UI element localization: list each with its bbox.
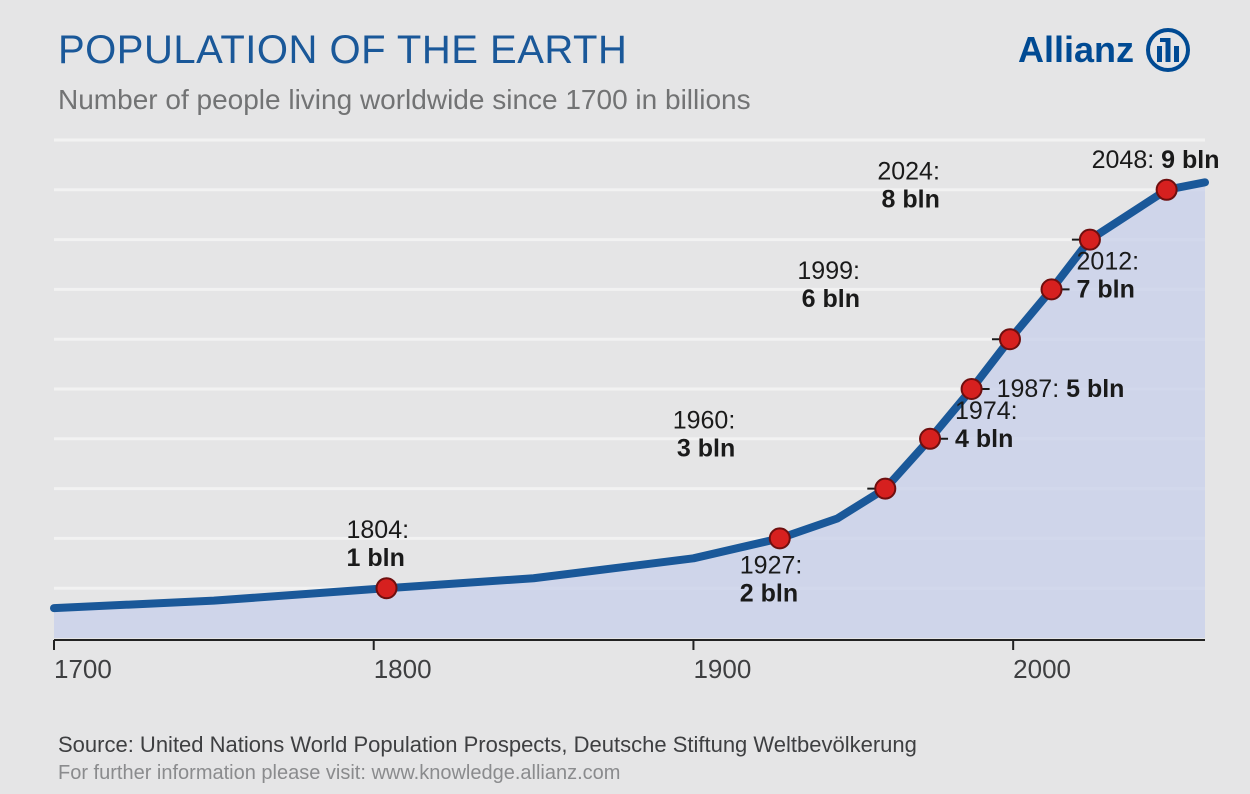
marker-dot — [1000, 329, 1020, 349]
x-tick-label: 1700 — [54, 654, 112, 684]
source-line: Source: United Nations World Population … — [58, 732, 917, 758]
marker-dot — [1080, 230, 1100, 250]
data-label: 1987: 5 bln — [997, 375, 1125, 403]
x-tick-label: 2000 — [1013, 654, 1071, 684]
marker-dot — [962, 379, 982, 399]
marker-dot — [377, 578, 397, 598]
marker-dot — [920, 429, 940, 449]
page-subtitle: Number of people living worldwide since … — [58, 84, 751, 116]
data-label: 1804:1 bln — [347, 516, 410, 572]
data-point: 1974:4 bln — [920, 397, 1018, 453]
brand-name: Allianz — [1018, 29, 1134, 71]
marker-dot — [770, 528, 790, 548]
data-label: 1999:6 bln — [797, 257, 860, 313]
brand-icon — [1146, 28, 1190, 72]
data-label: 2024:8 bln — [877, 158, 940, 214]
data-label: 1927:2 bln — [740, 551, 803, 607]
x-tick-label: 1900 — [693, 654, 751, 684]
marker-dot — [1042, 279, 1062, 299]
page-title: POPULATION OF THE EARTH — [58, 28, 627, 73]
marker-dot — [875, 479, 895, 499]
data-point: 1999:6 bln — [797, 257, 1020, 349]
marker-dot — [1157, 180, 1177, 200]
population-chart: 1700 1800 1900 2000 1804:1 bln 1927:2 bln 1960… — [52, 130, 1207, 690]
data-label: 1974:4 bln — [955, 397, 1018, 453]
data-point: 2012:7 bln — [1042, 247, 1140, 303]
data-label: 2048: 9 bln — [1092, 146, 1220, 174]
data-label: 2012:7 bln — [1077, 247, 1140, 303]
data-label: 1960:3 bln — [673, 407, 736, 463]
x-tick-label: 1800 — [374, 654, 432, 684]
data-point: 1960:3 bln — [673, 407, 896, 499]
data-point: 2024:8 bln — [877, 158, 1100, 250]
brand-logo: Allianz — [1018, 28, 1190, 72]
further-info: For further information please visit: ww… — [58, 762, 620, 785]
